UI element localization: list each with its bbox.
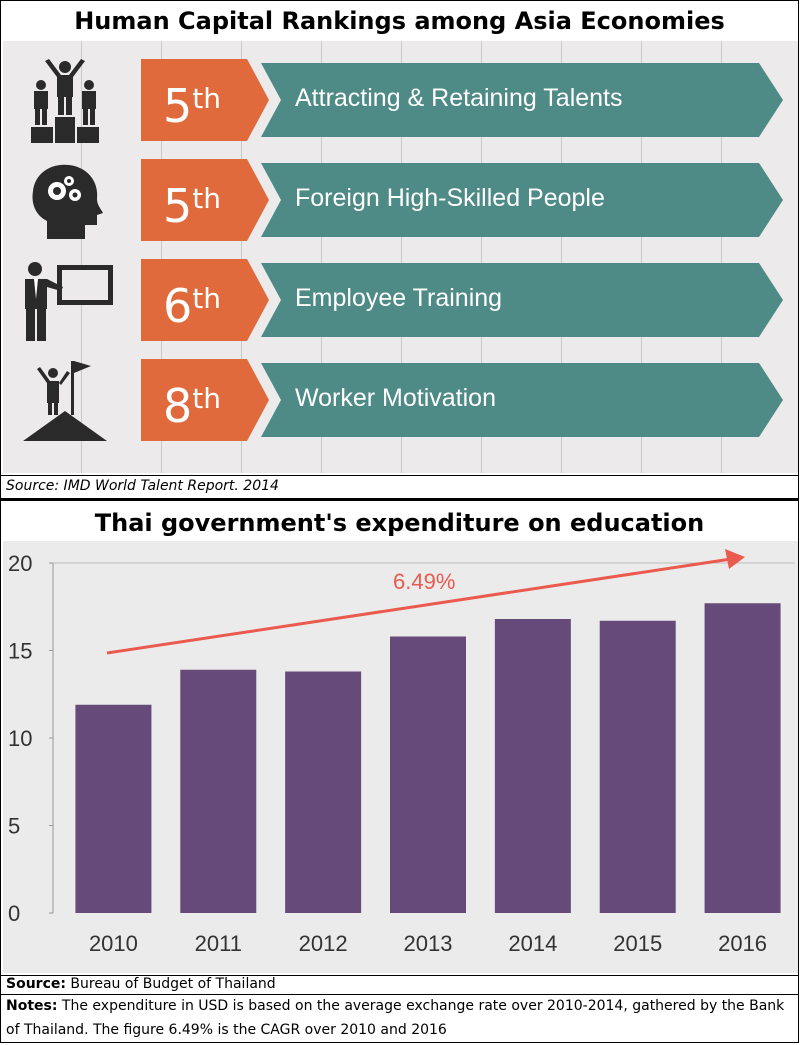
x-tick-label: 2012	[299, 931, 348, 956]
grid-line	[321, 41, 322, 473]
rank-badge	[141, 159, 269, 241]
y-tick-label: 20	[8, 551, 32, 576]
bar	[390, 636, 466, 913]
grid-line	[401, 41, 402, 473]
rank-number: 6th	[163, 279, 222, 333]
panel1-source: Source: IMD World Talent Report. 2014	[6, 478, 279, 494]
panel2-notes: Notes: The expenditure in USD is based o…	[6, 994, 796, 1042]
ranking-arrow	[261, 163, 783, 237]
panel1-title: Human Capital Rankings among Asia Econom…	[74, 7, 725, 35]
grid-line	[161, 41, 162, 473]
panel2-source: Source: Bureau of Budget of Thailand	[6, 976, 276, 992]
grid-line	[641, 41, 642, 473]
presenter-board-icon	[25, 262, 113, 341]
x-tick-label: 2014	[508, 931, 557, 956]
mountain-flag-icon	[23, 361, 107, 441]
trend-arrow-line	[106, 557, 732, 655]
cagr-annotation: 6.49%	[393, 569, 455, 594]
rank-badge	[141, 259, 269, 341]
y-tick-label: 15	[8, 639, 32, 664]
bar	[599, 620, 676, 913]
podium-icon	[31, 59, 99, 143]
ranking-arrow	[261, 263, 783, 337]
rank-badge	[141, 59, 269, 141]
bar	[180, 669, 257, 913]
grid-line	[81, 41, 82, 473]
x-tick-label: 2010	[89, 931, 138, 956]
x-tick-label: 2011	[195, 931, 242, 956]
x-tick-label: 2013	[404, 931, 453, 956]
ranking-row: 5th Attracting & Retaining Talents	[3, 55, 798, 147]
ranking-row: 6th Employee Training	[3, 255, 798, 347]
source-text: Bureau of Budget of Thailand	[70, 976, 276, 992]
rankings-infographic: 5th Attracting & Retaining Talents 5th F…	[3, 41, 798, 473]
rank-badge	[141, 359, 269, 441]
rank-number: 5th	[163, 79, 222, 133]
notes-text: The expenditure in USD is based on the a…	[6, 998, 785, 1038]
ranking-label: Worker Motivation	[295, 384, 496, 412]
ranking-arrow	[261, 63, 783, 137]
x-tick-label: 2015	[613, 931, 662, 956]
x-tick-label: 2016	[718, 931, 767, 956]
bar-chart: 0 5 10 15 20 2010 2011 2012 2013 2014 2015 2016 6.49…	[8, 549, 795, 956]
divider	[1, 475, 798, 476]
trend-arrow-head	[725, 549, 745, 569]
notes-label: Notes:	[6, 998, 58, 1014]
rank-number: 5th	[163, 179, 222, 233]
ranking-label: Foreign High-Skilled People	[295, 184, 605, 212]
ranking-arrow	[261, 363, 783, 437]
grid-line	[481, 41, 482, 473]
grid-line	[561, 41, 562, 473]
ranking-row: 8th Worker Motivation	[3, 355, 798, 447]
panel2-title: Thai government's expenditure on educati…	[94, 509, 705, 537]
bar	[75, 704, 152, 913]
y-tick-label: 0	[8, 901, 20, 926]
section-divider	[1, 498, 798, 501]
head-gears-icon	[32, 164, 103, 239]
bar	[285, 671, 362, 913]
bar	[494, 619, 571, 913]
ranking-row: 5th Foreign High-Skilled People	[3, 155, 798, 247]
chart-area: 0 5 10 15 20 2010 2011 2012 2013 2014 2015 2016 6.49…	[3, 541, 798, 973]
divider	[1, 994, 798, 995]
divider	[1, 975, 798, 976]
grid-line	[241, 41, 242, 473]
grid-line	[721, 41, 722, 473]
ranking-label: Attracting & Retaining Talents	[295, 84, 623, 112]
ranking-label: Employee Training	[295, 284, 503, 312]
bar	[704, 603, 781, 913]
y-tick-label: 5	[8, 814, 20, 839]
y-tick-label: 10	[8, 726, 32, 751]
source-label: Source:	[6, 976, 66, 992]
rank-number: 8th	[163, 379, 222, 433]
